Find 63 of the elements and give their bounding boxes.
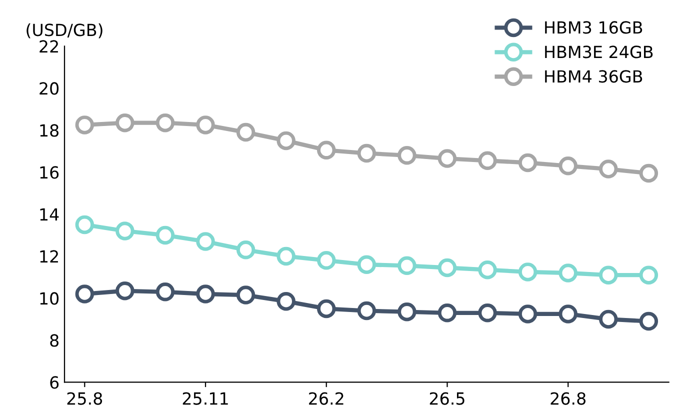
- y-tick-label: 16: [40, 166, 59, 179]
- y-tick-label: 20: [40, 82, 59, 95]
- legend-label: HBM3 16GB: [545, 21, 642, 34]
- point: [357, 301, 376, 320]
- point: [236, 286, 256, 304]
- point: [518, 153, 538, 172]
- y-tick-label: 12: [40, 250, 58, 263]
- y-tick-label: 18: [40, 124, 59, 137]
- point: [276, 292, 296, 311]
- point: [276, 246, 296, 266]
- x-tick-label: 26.5: [430, 392, 464, 405]
- point: [599, 160, 618, 178]
- point: [276, 131, 296, 150]
- point: [478, 260, 497, 280]
- point: [75, 116, 94, 134]
- point: [438, 304, 457, 322]
- point: [317, 299, 336, 318]
- point: [478, 151, 497, 170]
- point: [438, 149, 457, 168]
- y-axis-title: (USD/GB): [26, 23, 102, 38]
- y-tick-label: 6: [50, 376, 59, 389]
- point: [156, 226, 175, 245]
- point: [599, 310, 618, 329]
- point: [558, 264, 578, 282]
- point: [438, 258, 457, 278]
- point: [398, 146, 416, 165]
- x-tick-label: 25.11: [182, 392, 228, 405]
- point: [236, 122, 256, 142]
- point: [639, 312, 658, 331]
- point: [196, 284, 215, 304]
- point: [317, 140, 336, 160]
- point: [236, 240, 256, 260]
- x-tick-label: 25.8: [67, 392, 102, 405]
- point: [156, 282, 175, 302]
- point: [398, 302, 416, 322]
- legend-label: HBM4 36GB: [545, 70, 642, 83]
- point: [116, 113, 134, 132]
- point: [75, 215, 94, 234]
- x-tick-label: 26.8: [550, 392, 586, 405]
- point: [156, 113, 175, 132]
- point: [518, 304, 538, 324]
- point: [116, 281, 134, 300]
- legend-label: HBM3E 24GB: [545, 46, 653, 58]
- point: [478, 304, 497, 322]
- y-tick-label: 22: [40, 40, 58, 53]
- point: [357, 255, 376, 274]
- point: [599, 266, 618, 284]
- point: [75, 284, 94, 304]
- point: [357, 144, 376, 163]
- y-tick-label: 8: [50, 334, 59, 347]
- y-tick-label: 14: [40, 208, 59, 221]
- point: [196, 232, 215, 251]
- point: [558, 304, 578, 324]
- point: [196, 116, 215, 134]
- x-tick-label: 26.2: [309, 392, 344, 405]
- y-tick-label: 10: [40, 292, 59, 305]
- point: [116, 222, 134, 240]
- point: [518, 262, 538, 282]
- point: [317, 251, 336, 270]
- point: [639, 164, 658, 183]
- point: [558, 156, 578, 176]
- point: [639, 266, 658, 284]
- point: [398, 256, 416, 276]
